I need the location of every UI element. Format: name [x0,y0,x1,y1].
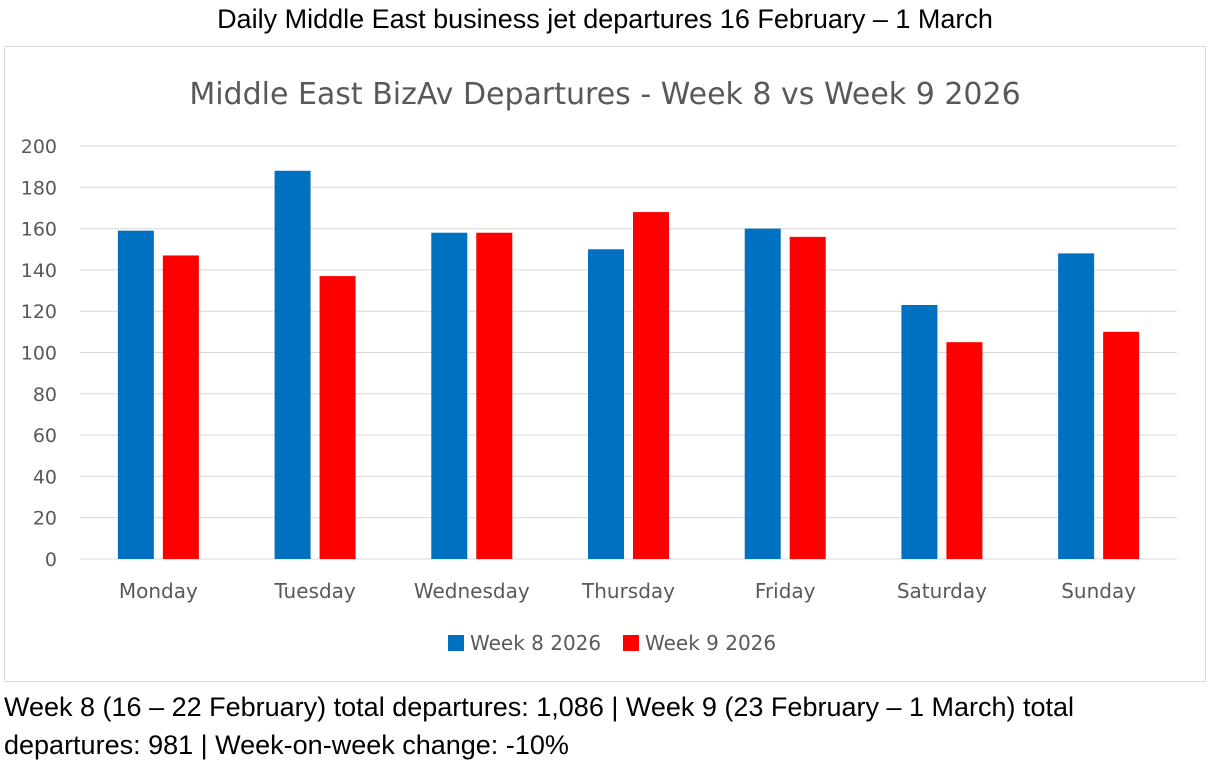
bar-week-9-2026-saturday [946,342,983,559]
y-tick-label: 200 [21,136,57,158]
x-tick-label: Thursday [581,579,675,603]
y-tick-label: 160 [21,219,57,241]
y-tick-label: 80 [33,384,57,406]
gridlines [80,145,1177,560]
bar-week-8-2026-friday [744,228,781,559]
page-title: Daily Middle East business jet departure… [217,4,993,34]
x-axis: Monday Tuesday Wednesday Thursday Friday Satu… [119,579,1136,603]
legend: Week 8 2026 Week 9 2026 [448,631,776,655]
bar-week-8-2026-wednesday [431,232,468,560]
legend-label: Week 8 2026 [470,631,601,655]
bar-week-9-2026-thursday [633,212,669,559]
x-tick-label: Friday [755,579,816,603]
summary-text: Week 8 (16 – 22 February) total departur… [4,692,1075,760]
bar-week-8-2026-saturday [901,305,938,559]
y-tick-label: 40 [33,466,57,488]
legend-swatch [448,635,464,651]
y-tick-label: 180 [21,177,57,199]
bar-week-9-2026-friday [789,236,826,560]
x-tick-label: Saturday [897,579,987,603]
y-tick-label: 100 [21,343,57,365]
y-tick-label: 20 [33,508,57,530]
bar-week-8-2026-tuesday [274,170,311,559]
bar-week-9-2026-wednesday [476,232,513,560]
legend-swatch [623,635,639,651]
x-tick-label: Tuesday [273,579,356,603]
bar-week-9-2026-sunday [1103,331,1140,559]
bar-week-9-2026-monday [162,255,199,559]
x-tick-label: Monday [119,579,198,603]
y-tick-label: 60 [33,425,57,447]
y-tick-label: 0 [45,549,57,571]
bar-week-8-2026-monday [117,230,154,560]
y-axis: 0 20 40 60 80 100 120 140 160 180 200 [21,136,57,571]
x-tick-label: Sunday [1061,579,1136,603]
bar-week-9-2026-tuesday [319,276,356,559]
y-tick-label: 140 [21,260,57,282]
y-tick-label: 120 [21,301,57,323]
bar-week-8-2026-sunday [1058,253,1095,559]
bars [117,170,1140,560]
x-tick-label: Wednesday [414,579,530,603]
bar-chart: Middle East BizAv Departures - Week 8 vs… [21,77,1177,655]
chart-title: Middle East BizAv Departures - Week 8 vs… [189,77,1020,112]
bar-week-8-2026-thursday [588,249,624,559]
legend-label: Week 9 2026 [645,631,776,655]
